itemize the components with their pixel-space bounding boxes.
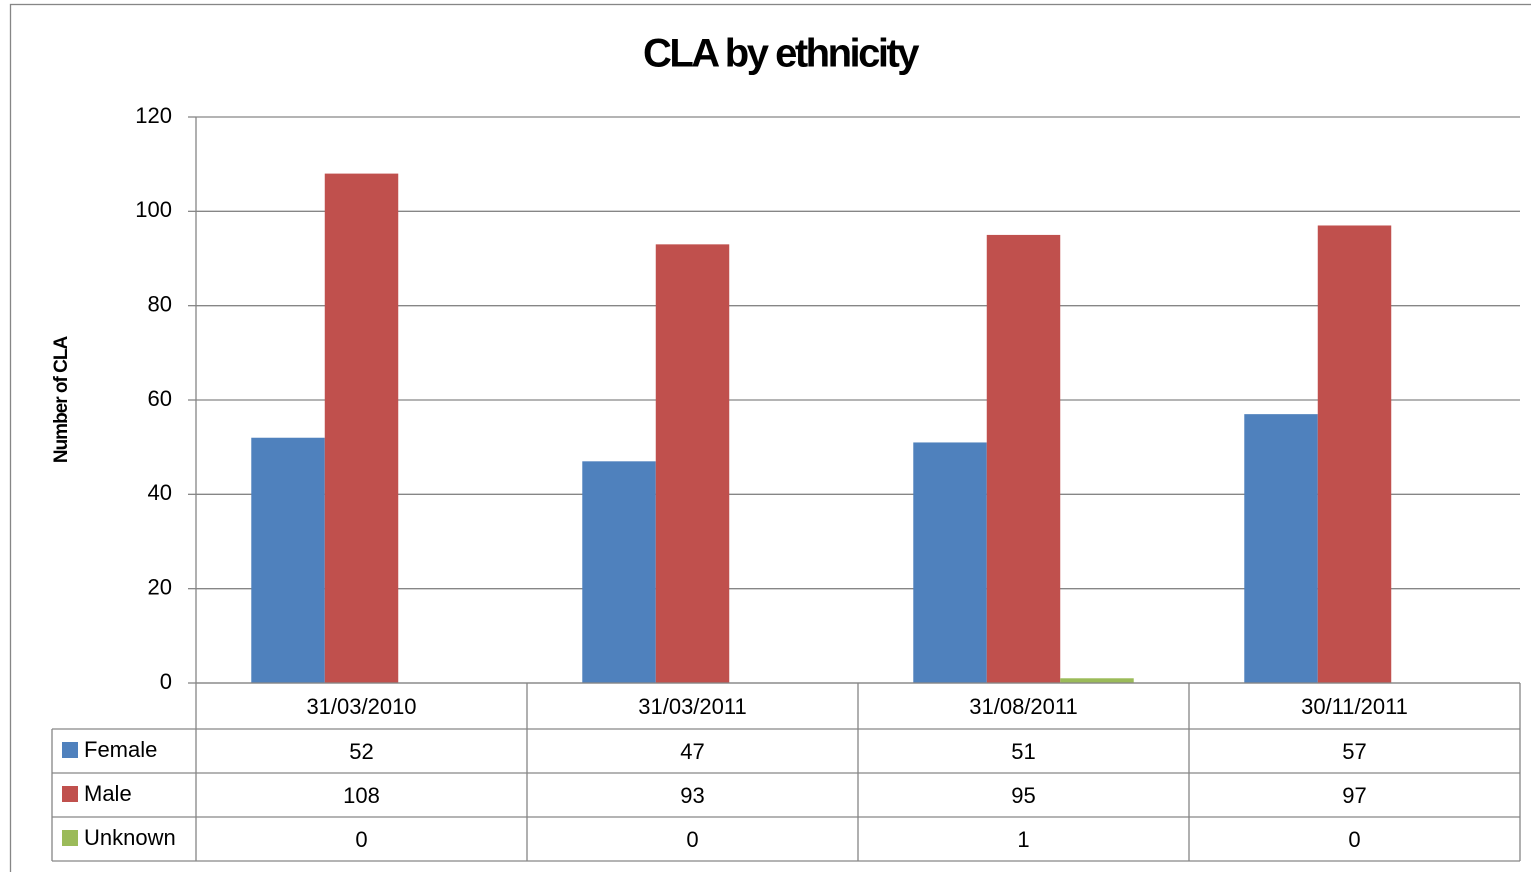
table-value: 0	[1348, 827, 1360, 852]
legend-label: Male	[84, 781, 132, 806]
y-tick-label: 20	[148, 574, 172, 599]
table-value: 0	[686, 827, 698, 852]
y-tick-label: 40	[148, 480, 172, 505]
y-tick-label: 120	[135, 103, 172, 128]
legend-label: Unknown	[84, 825, 176, 850]
x-tick-label: 30/11/2011	[1301, 694, 1408, 719]
legend-key	[62, 830, 78, 846]
y-tick-label: 80	[148, 291, 172, 316]
legend-label: Female	[84, 737, 157, 762]
bar	[251, 437, 325, 683]
table-value: 0	[355, 827, 367, 852]
table-value: 47	[680, 739, 704, 764]
table-value: 108	[343, 783, 380, 808]
bar	[1244, 414, 1318, 683]
table-value: 95	[1011, 783, 1035, 808]
bar	[582, 461, 656, 683]
x-tick-label: 31/08/2011	[969, 694, 1077, 719]
x-tick-label: 31/03/2010	[306, 694, 416, 719]
table-value: 97	[1342, 783, 1366, 808]
table-value: 51	[1011, 739, 1035, 764]
chart-title: CLA by ethnicity	[643, 32, 920, 76]
y-tick-label: 60	[148, 386, 172, 411]
table-value: 52	[349, 739, 373, 764]
x-tick-label: 31/03/2011	[638, 694, 746, 719]
bar	[324, 173, 399, 683]
bar	[655, 244, 730, 683]
table-value: 1	[1017, 827, 1029, 852]
bar	[913, 442, 987, 683]
y-tick-label: 100	[135, 197, 172, 222]
y-axis-label: Number of CLA	[51, 336, 72, 464]
bar	[986, 234, 1061, 683]
legend-key	[62, 742, 78, 758]
bar	[1317, 225, 1392, 683]
table-value: 93	[680, 783, 704, 808]
table-value: 57	[1342, 739, 1366, 764]
y-tick-label: 0	[160, 669, 172, 694]
legend-key	[62, 786, 78, 802]
bar	[1060, 678, 1134, 683]
